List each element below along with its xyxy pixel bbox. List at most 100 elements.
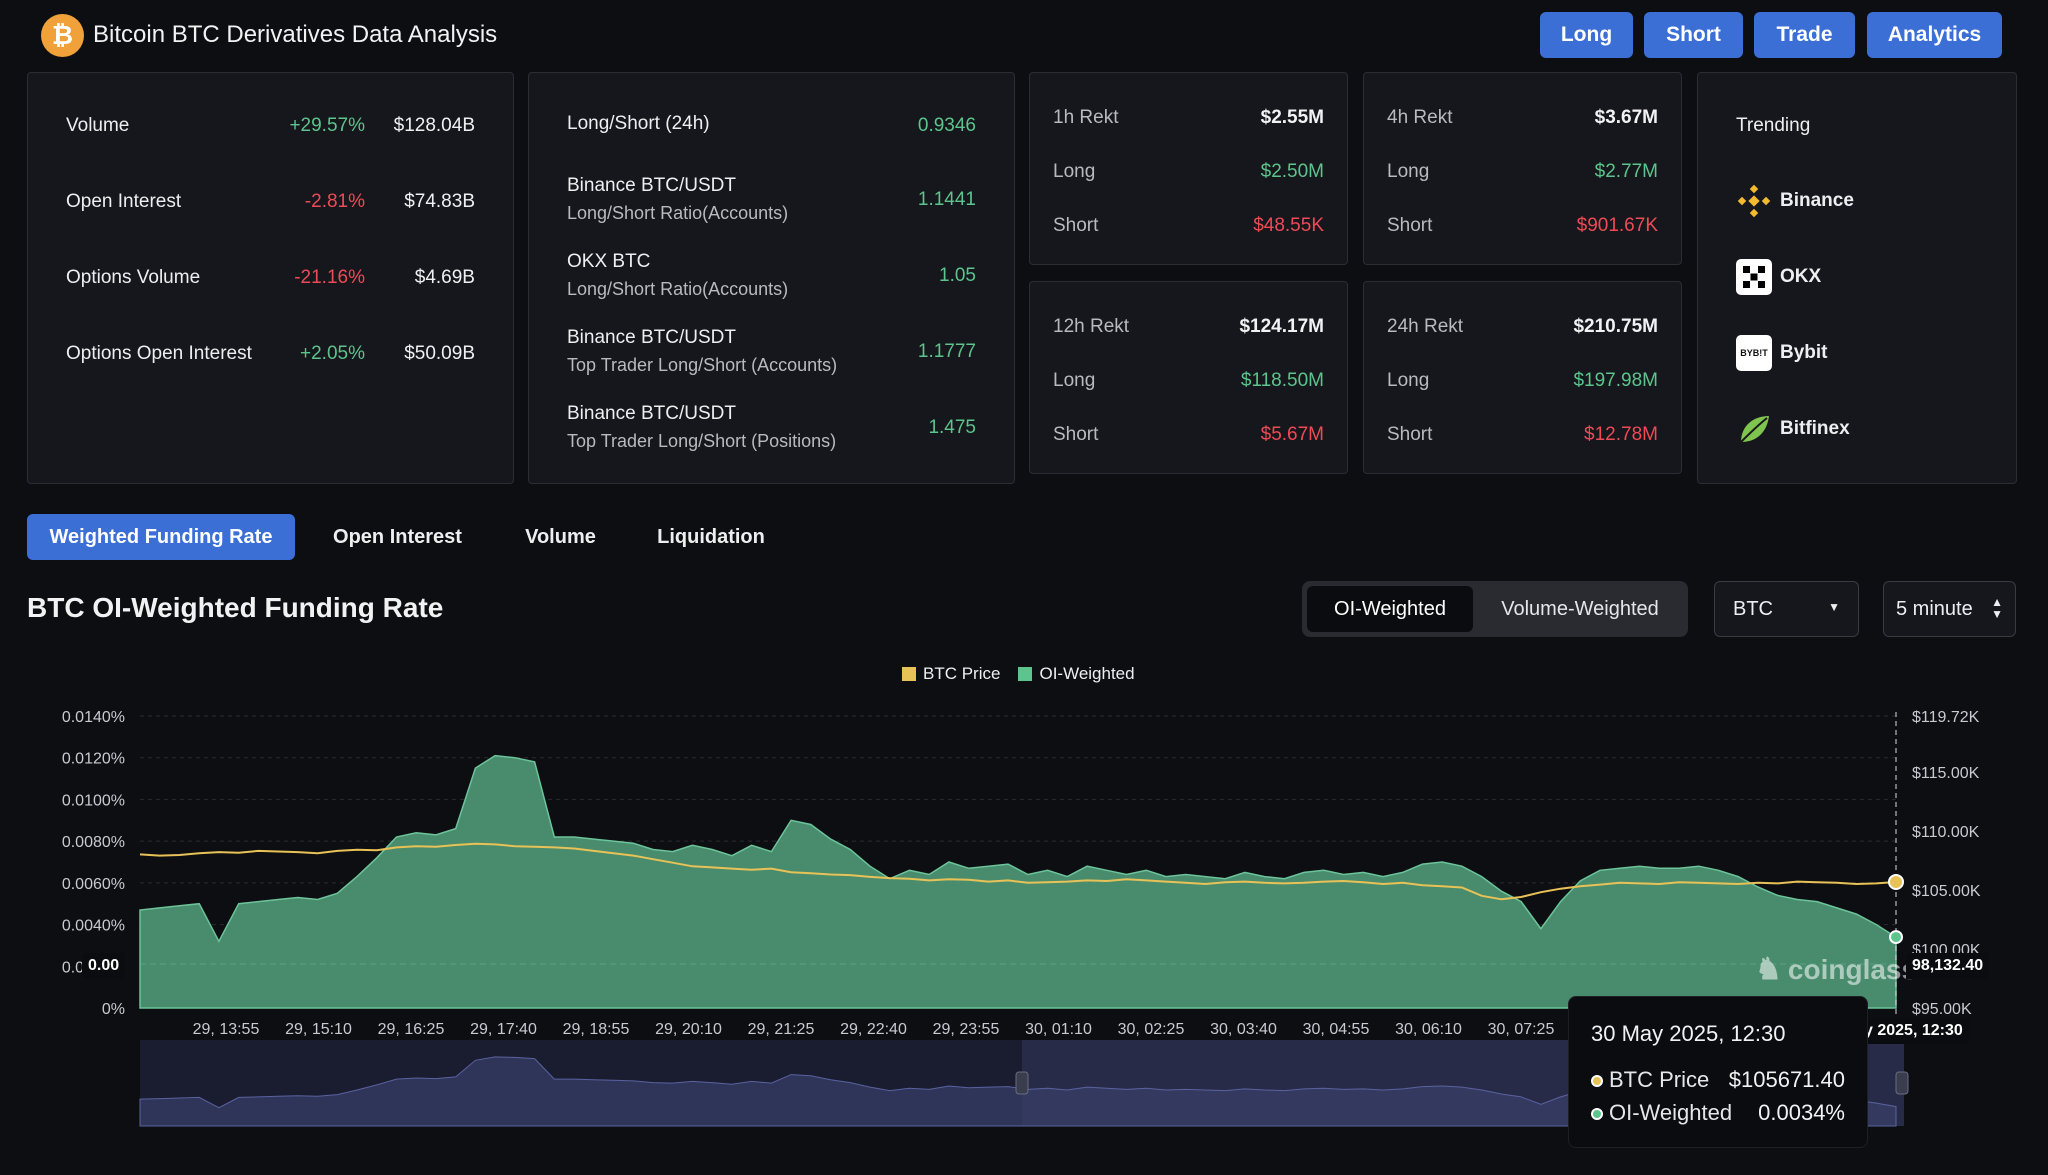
sort-arrows-icon: ▲ ▼ (1991, 595, 2003, 621)
tooltip-row-oi-weighted: OI-Weighted 0.0034% (1591, 1100, 1845, 1126)
trending-item-bitfinex[interactable]: Bitfinex (1736, 411, 1850, 447)
legend-item-oi-weighted[interactable]: OI-Weighted (1018, 664, 1135, 684)
rekt-card-4h: 4h Rekt $3.67M Long $2.77M Short $901.67… (1363, 72, 1682, 265)
stat-change: +29.57% (289, 115, 365, 136)
left-axis-tick: 0.0060% (62, 876, 125, 893)
legend-label: OI-Weighted (1039, 664, 1135, 683)
trending-item-label: Bitfinex (1780, 418, 1850, 439)
tooltip-title: 30 May 2025, 12:30 (1591, 1021, 1786, 1046)
long-short-card: Long/Short (24h) 0.9346 Binance BTC/USDT… (528, 72, 1015, 484)
tab-liquidation[interactable]: Liquidation (657, 525, 765, 548)
rekt-short-label: Short (1053, 215, 1099, 236)
x-axis-tick: 29, 17:40 (470, 1021, 537, 1038)
market-stats-card: Volume +29.57% $128.04B Open Interest -2… (27, 72, 514, 484)
rekt-title: 4h Rekt (1387, 107, 1453, 128)
trending-title: Trending (1736, 115, 1811, 136)
stat-label: Options Open Interest (66, 343, 252, 364)
stat-change: +2.05% (300, 343, 365, 364)
ls-row[interactable]: Binance BTC/USDT Top Trader Long/Short (… (567, 403, 976, 452)
stat-row-volume[interactable]: Volume +29.57% $128.04B (66, 111, 475, 141)
x-axis-tick: 29, 21:25 (748, 1021, 815, 1038)
oi-weighted-option[interactable]: OI-Weighted (1307, 586, 1473, 632)
btc-price-line (139, 842, 1897, 901)
zero-line-label: 0.00 (82, 953, 126, 979)
left-axis-tick: 0.0120% (62, 751, 125, 768)
x-axis-tick: 29, 22:40 (840, 1021, 907, 1038)
rekt-total: $124.17M (1239, 316, 1324, 337)
rekt-title: 1h Rekt (1053, 107, 1119, 128)
rekt-short-label: Short (1053, 424, 1099, 445)
stat-row-open-interest[interactable]: Open Interest -2.81% $74.83B (66, 187, 475, 217)
tooltip-row-btc-price: BTC Price $105671.40 (1591, 1067, 1845, 1093)
navigator-right-handle (1895, 1071, 1909, 1095)
ls-row[interactable]: OKX BTC Long/Short Ratio(Accounts) 1.05 (567, 251, 976, 300)
nav-short-button[interactable]: Short (1644, 12, 1743, 58)
ls-value: 1.1777 (917, 341, 976, 362)
stat-row-options-open-interest[interactable]: Options Open Interest +2.05% $50.09B (66, 339, 475, 369)
rekt-long-value: $2.77M (1594, 161, 1658, 182)
rekt-long-label: Long (1387, 370, 1430, 391)
x-axis-tick: 29, 18:55 (563, 1021, 630, 1038)
left-axis-tick: 0% (102, 1001, 125, 1018)
stat-label: Open Interest (66, 191, 182, 212)
nav-analytics-button[interactable]: Analytics (1867, 12, 2002, 58)
legend-swatch (902, 667, 916, 681)
trending-item-label: OKX (1780, 266, 1822, 287)
rekt-title: 12h Rekt (1053, 316, 1130, 337)
stat-change: -21.16% (294, 267, 365, 288)
ls-row[interactable]: Binance BTC/USDT Top Trader Long/Short (… (567, 327, 976, 376)
trending-item-okx[interactable]: OKX (1736, 259, 1821, 295)
coin-select[interactable]: BTC ▼ (1714, 581, 1859, 637)
tab-weighted-funding-rate[interactable]: Weighted Funding Rate (27, 514, 295, 560)
stat-label: Options Volume (66, 267, 201, 288)
ls-title: OKX BTC (567, 251, 651, 272)
tooltip-dot (1591, 1075, 1603, 1087)
tooltip-row-value: $105671.40 (1728, 1067, 1845, 1092)
rekt-long-label: Long (1053, 370, 1096, 391)
x-axis-tick: 29, 16:25 (378, 1021, 445, 1038)
ls-value: 1.1441 (917, 189, 976, 210)
interval-select[interactable]: 5 minute ▲ ▼ (1883, 581, 2016, 637)
left-axis-tick: 0.0140% (62, 709, 125, 726)
x-axis-tick: 30, 01:10 (1025, 1021, 1092, 1038)
rekt-total: $2.55M (1260, 107, 1324, 128)
trending-item-bybit[interactable]: BYB!T Bybit (1736, 335, 1828, 371)
caret-down-icon: ▼ (1828, 600, 1840, 614)
tooltip-dot (1591, 1108, 1603, 1120)
rekt-long-value: $197.98M (1573, 370, 1658, 391)
x-axis-tick: 29, 23:55 (933, 1021, 1000, 1038)
stat-label: Volume (66, 115, 130, 136)
ls-title: Binance BTC/USDT (567, 327, 736, 348)
ls-subtitle: Top Trader Long/Short (Accounts) (567, 355, 838, 375)
x-axis-tick: 30, 02:25 (1118, 1021, 1185, 1038)
legend-item-btc-price[interactable]: BTC Price (902, 664, 1000, 684)
stat-row-options-volume[interactable]: Options Volume -21.16% $4.69B (66, 263, 475, 293)
left-axis-tick: 0.0040% (62, 918, 125, 935)
volume-weighted-option[interactable]: Volume-Weighted (1501, 597, 1659, 620)
binance-icon (1736, 183, 1772, 219)
ls-subtitle: Long/Short Ratio(Accounts) (567, 279, 789, 299)
weighting-toggle: OI-Weighted Volume-Weighted (1302, 581, 1688, 637)
ls-row[interactable]: Long/Short (24h) 0.9346 (567, 113, 976, 136)
right-axis-tick: $95.00K (1912, 1001, 1972, 1018)
coinglass-watermark: ♞ coinglass (1755, 952, 1917, 987)
x-axis-tick: 30, 03:40 (1210, 1021, 1277, 1038)
rekt-short-value: $48.55K (1253, 215, 1324, 236)
right-axis-tick: $110.00K (1912, 824, 1980, 841)
tab-open-interest[interactable]: Open Interest (333, 525, 462, 548)
tab-volume[interactable]: Volume (525, 525, 596, 548)
ls-row[interactable]: Binance BTC/USDT Long/Short Ratio(Accoun… (567, 175, 976, 224)
bitfinex-icon (1736, 411, 1772, 447)
nav-trade-button[interactable]: Trade (1754, 12, 1855, 58)
watermark-text: coinglass (1787, 953, 1918, 985)
price-marker (1888, 873, 1904, 890)
x-axis-tick: 29, 20:10 (655, 1021, 722, 1038)
trending-item-label: Binance (1780, 190, 1854, 211)
rekt-short-label: Short (1387, 424, 1433, 445)
rekt-short-value: $5.67M (1260, 424, 1324, 445)
stat-value: $128.04B (393, 115, 475, 136)
bitcoin-logo-icon: ₿ (41, 14, 84, 57)
nav-long-button[interactable]: Long (1540, 12, 1633, 58)
trending-item-binance[interactable]: Binance (1736, 183, 1854, 219)
chart-title: BTC OI-Weighted Funding Rate (27, 592, 444, 623)
